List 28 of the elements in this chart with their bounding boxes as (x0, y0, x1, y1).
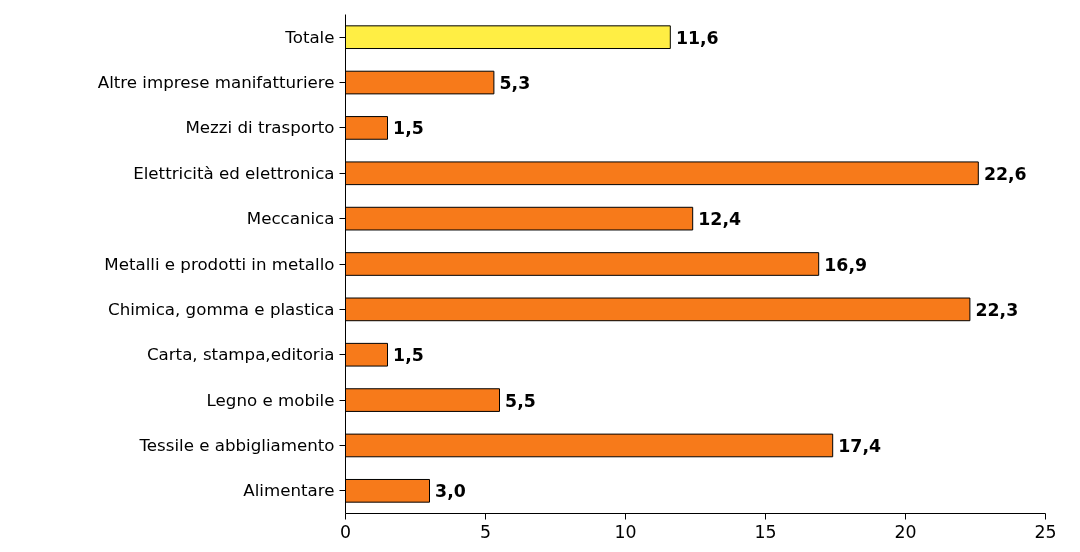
data-label: 3,0 (435, 481, 466, 502)
y-tick-label: Metalli e prodotti in metallo (104, 254, 335, 274)
data-label: 5,5 (505, 390, 536, 411)
data-label: 1,5 (393, 345, 424, 366)
data-label: 17,4 (838, 435, 882, 456)
y-tick-label: Tessile e abbigliamento (138, 435, 335, 455)
x-tick-label: 10 (614, 521, 637, 542)
data-label: 11,6 (675, 27, 719, 48)
y-tick-label: Totale (284, 27, 335, 47)
data-label: 5,3 (499, 73, 531, 94)
data-label: 16,9 (824, 254, 868, 275)
y-tick-label: Mezzi di trasporto (185, 118, 335, 138)
y-tick-label: Carta, stampa,editoria (146, 345, 335, 365)
x-tick-label: 0 (339, 521, 352, 542)
x-tick-label: 15 (754, 521, 777, 542)
data-label: 22,3 (975, 299, 1019, 320)
data-label: 1,5 (393, 118, 424, 139)
x-tick-label: 25 (1034, 521, 1057, 542)
y-tick-label: Chimica, gomma e plastica (108, 299, 335, 319)
y-tick-label: Altre imprese manifatturiere (97, 73, 335, 93)
y-tick-label: Alimentare (243, 481, 335, 501)
data-label: 22,6 (983, 163, 1027, 184)
data-label: 12,4 (698, 209, 742, 230)
x-tick-label: 20 (894, 521, 917, 542)
y-tick-label: Meccanica (246, 209, 335, 229)
y-tick-label: Elettricità ed elettronica (133, 163, 335, 183)
y-tick-label: Legno e mobile (206, 390, 335, 410)
x-tick-label: 5 (479, 521, 492, 542)
